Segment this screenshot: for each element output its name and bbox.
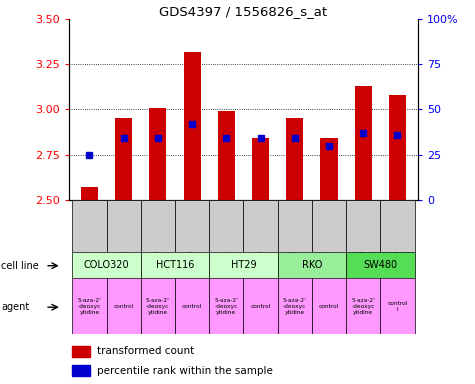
Bar: [346, 200, 380, 252]
Text: percentile rank within the sample: percentile rank within the sample: [97, 366, 273, 376]
Bar: [106, 278, 141, 334]
Bar: [244, 200, 278, 252]
Text: SW480: SW480: [363, 260, 398, 270]
Bar: [72, 252, 141, 278]
Text: control
l: control l: [387, 301, 408, 312]
Bar: [175, 278, 209, 334]
Bar: [346, 252, 415, 278]
Bar: [141, 278, 175, 334]
Bar: [380, 278, 415, 334]
Bar: [209, 252, 278, 278]
Text: RKO: RKO: [302, 260, 322, 270]
Text: 5-aza-2'
-deoxyc
ytidine: 5-aza-2' -deoxyc ytidine: [283, 298, 307, 314]
Bar: [72, 365, 90, 376]
Text: 5-aza-2'
-deoxyc
ytidine: 5-aza-2' -deoxyc ytidine: [352, 298, 375, 314]
Bar: [321, 138, 338, 200]
Bar: [141, 200, 175, 252]
Bar: [278, 278, 312, 334]
Text: cell line: cell line: [1, 261, 38, 271]
Bar: [175, 200, 209, 252]
Bar: [380, 200, 415, 252]
Bar: [355, 86, 372, 200]
Bar: [278, 200, 312, 252]
Bar: [141, 252, 209, 278]
Bar: [346, 278, 380, 334]
Bar: [72, 346, 90, 357]
Bar: [286, 118, 304, 200]
Bar: [106, 200, 141, 252]
Text: 5-aza-2'
-deoxyc
ytidine: 5-aza-2' -deoxyc ytidine: [146, 298, 170, 314]
Bar: [389, 95, 406, 200]
Text: control: control: [319, 304, 339, 309]
Text: COLO320: COLO320: [84, 260, 129, 270]
Text: HCT116: HCT116: [156, 260, 194, 270]
Text: transformed count: transformed count: [97, 346, 194, 356]
Bar: [244, 278, 278, 334]
Bar: [72, 278, 106, 334]
Bar: [312, 278, 346, 334]
Text: 5-aza-2'
-deoxyc
ytidine: 5-aza-2' -deoxyc ytidine: [214, 298, 238, 314]
Bar: [115, 118, 132, 200]
Text: agent: agent: [1, 302, 29, 312]
Bar: [252, 138, 269, 200]
Bar: [312, 200, 346, 252]
Bar: [218, 111, 235, 200]
Bar: [81, 187, 98, 200]
Bar: [183, 52, 200, 200]
Bar: [209, 278, 243, 334]
Text: control: control: [250, 304, 271, 309]
Bar: [278, 252, 346, 278]
Text: 5-aza-2'
-deoxyc
ytidine: 5-aza-2' -deoxyc ytidine: [77, 298, 101, 314]
Bar: [72, 200, 106, 252]
Text: control: control: [114, 304, 134, 309]
Text: control: control: [182, 304, 202, 309]
Bar: [209, 200, 243, 252]
Text: HT29: HT29: [231, 260, 256, 270]
Title: GDS4397 / 1556826_s_at: GDS4397 / 1556826_s_at: [160, 5, 327, 18]
Bar: [149, 108, 166, 200]
